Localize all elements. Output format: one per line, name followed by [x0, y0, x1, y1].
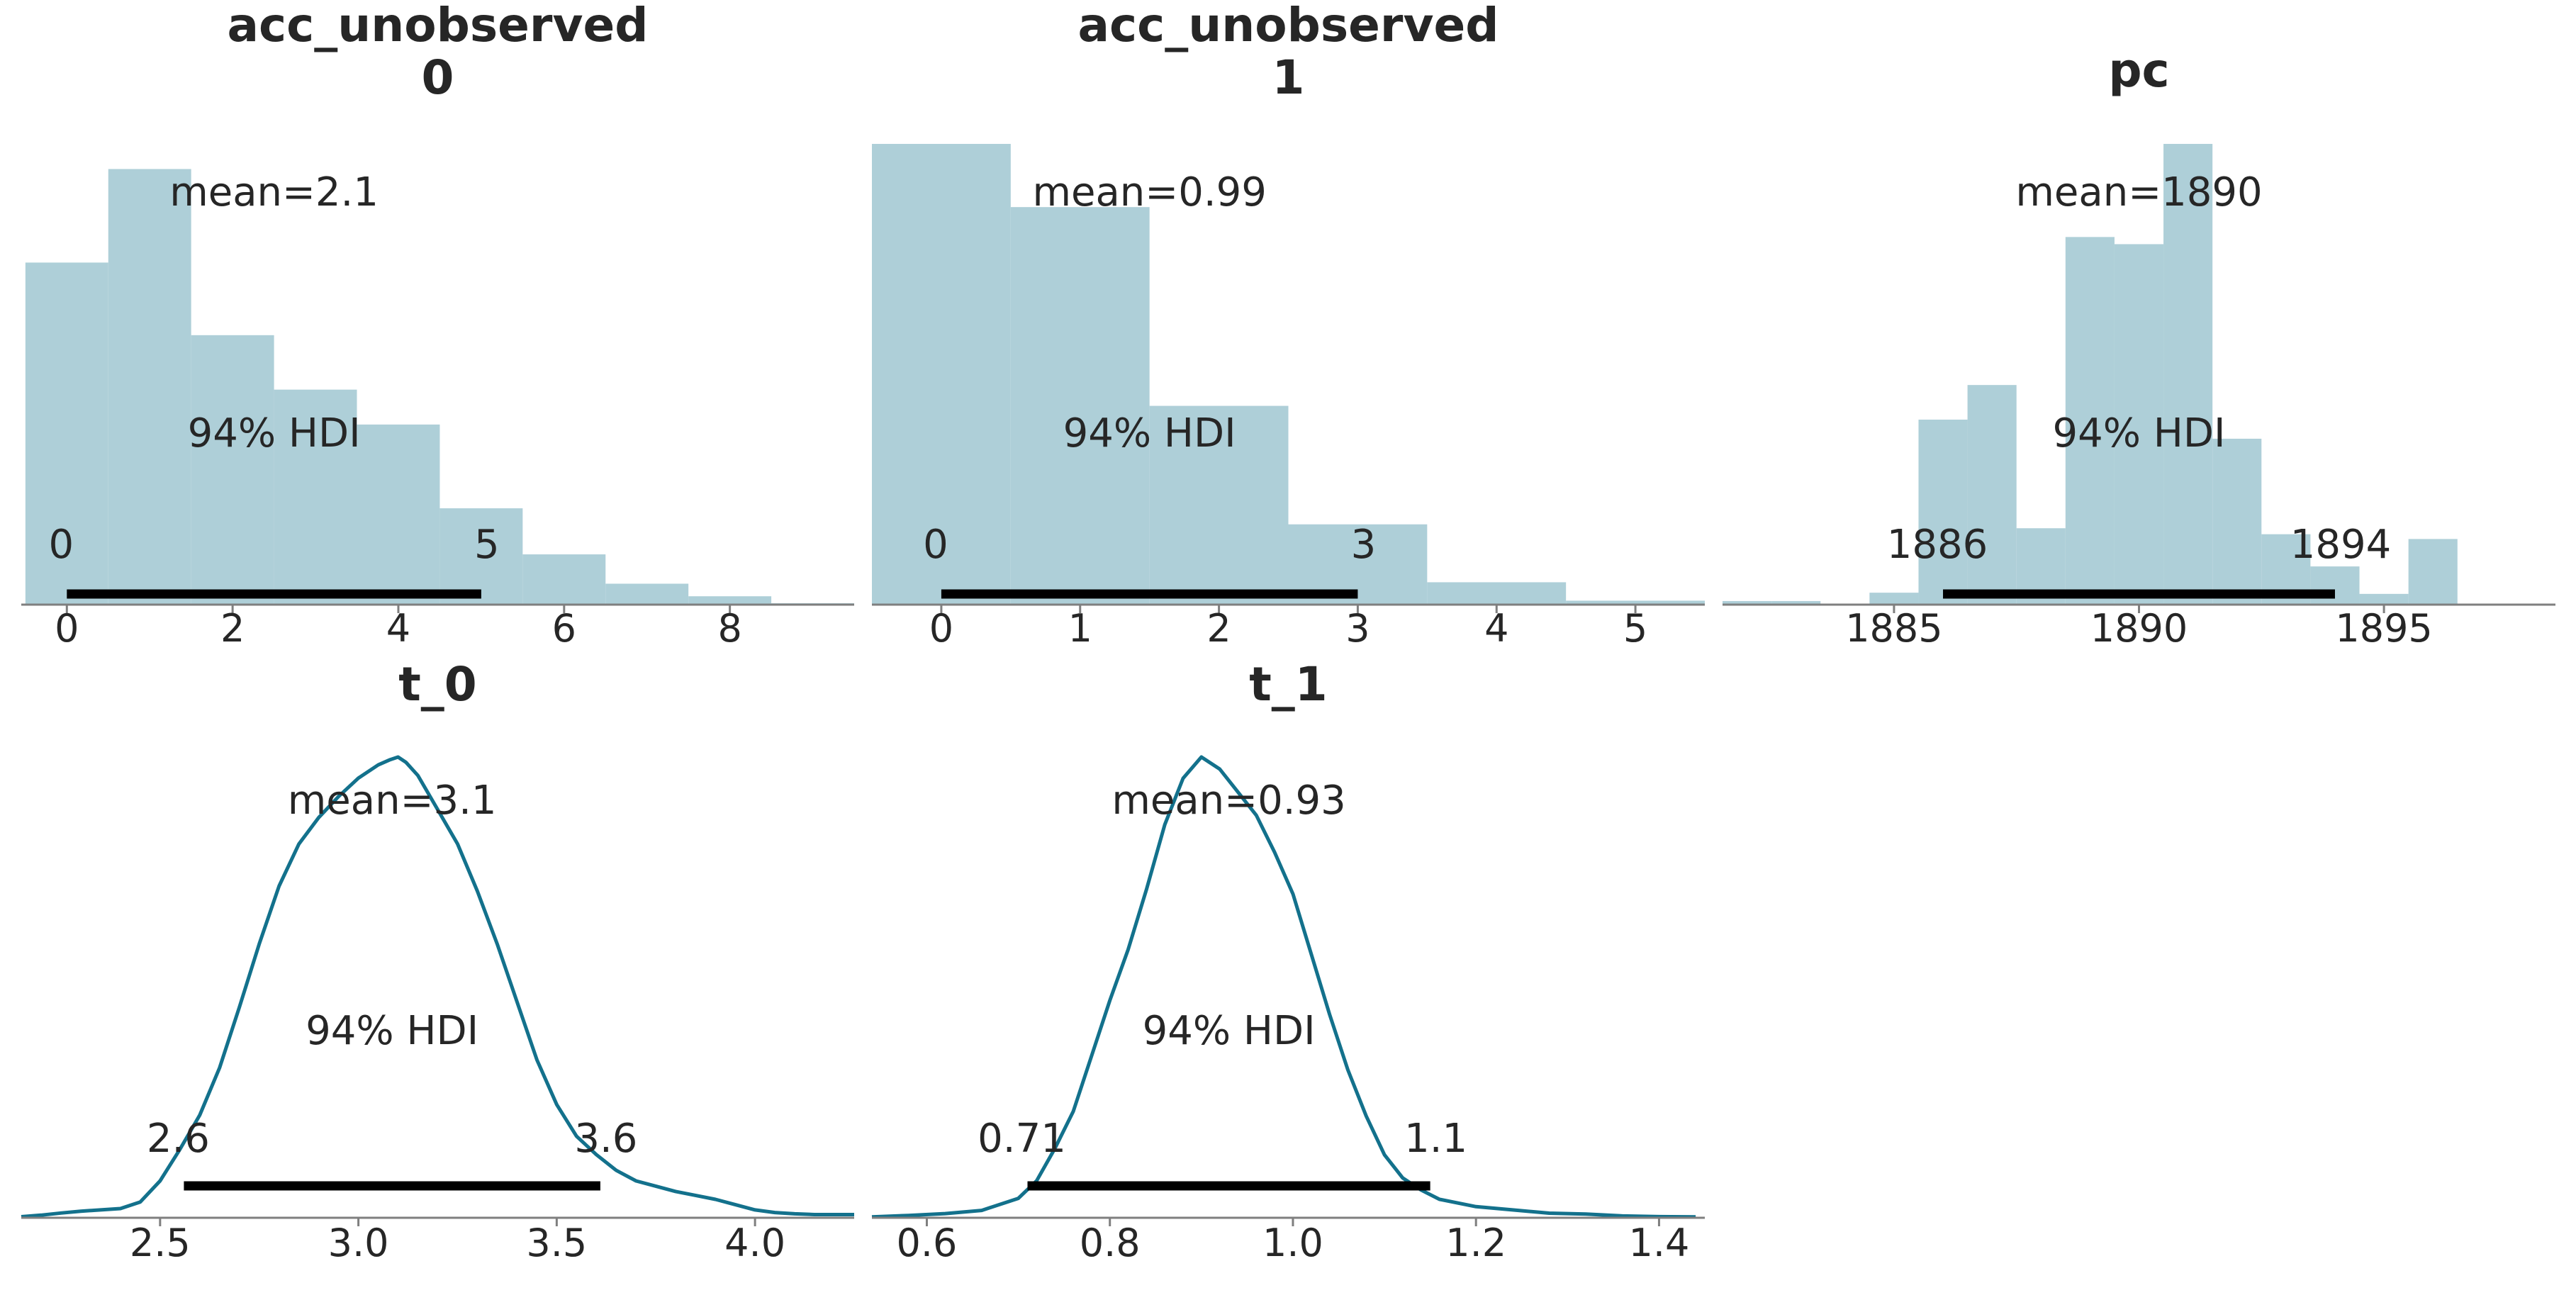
- histogram-bar: [522, 554, 606, 605]
- hdi-high-label: 1894: [2290, 522, 2392, 568]
- panel-2: pc 1885 1890 1895 1886 1894 94% HDI mean=1890: [1723, 43, 2555, 651]
- panel-title-line: acc_unobserved: [228, 0, 649, 52]
- histogram-bar: [1149, 405, 1289, 605]
- x-tick-label: 6: [552, 606, 576, 651]
- histogram-bar: [2408, 539, 2458, 605]
- hdi-low-label: 1886: [1887, 522, 1988, 568]
- x-tick-label: 1.0: [1262, 1221, 1323, 1265]
- histogram-bar: [274, 389, 357, 605]
- histogram-bar: [25, 262, 108, 605]
- x-tick-label: 5: [1623, 606, 1647, 651]
- mean-label: mean=0.99: [1032, 169, 1266, 215]
- kde-curve: [871, 755, 1696, 1219]
- histogram-bar: [2114, 244, 2164, 605]
- panel-title-line: 1: [1272, 50, 1305, 105]
- hdi-high-label: 3.6: [574, 1116, 637, 1162]
- x-tick-label: 0.8: [1080, 1221, 1141, 1265]
- histogram-bar: [1723, 600, 1772, 605]
- hdi-low-label: 0.71: [978, 1116, 1066, 1162]
- histogram-bar: [2212, 438, 2262, 605]
- hdi-label: 94% HDI: [1063, 410, 1236, 456]
- x-tick-label: 0: [929, 606, 953, 651]
- x-tick-label: 3.5: [526, 1221, 587, 1265]
- histogram-bar: [605, 583, 689, 605]
- mean-label: mean=3.1: [288, 778, 497, 824]
- hdi-label: 94% HDI: [2052, 410, 2225, 456]
- x-tick-label: 1890: [2090, 606, 2188, 651]
- panel-3: t_0 2.5 3.0 3.5 4.0 2.6 3.6 94% HDI mean=3.1: [21, 657, 854, 1265]
- histogram-bar: [1010, 207, 1150, 605]
- hdi-low-label: 2.6: [147, 1116, 210, 1162]
- histogram-bar: [108, 169, 191, 605]
- x-tick-label: 0.6: [897, 1221, 958, 1265]
- hdi-high-label: 3: [1351, 522, 1377, 568]
- panel-title-line: t_1: [1249, 657, 1327, 712]
- histogram-bar: [1967, 385, 2017, 605]
- hdi-label: 94% HDI: [188, 410, 361, 456]
- histogram-bar: [2310, 566, 2360, 605]
- histogram-bar: [688, 596, 772, 605]
- histogram-bar: [872, 144, 1011, 605]
- histogram-bar: [1869, 593, 1919, 605]
- histogram-bar: [1771, 600, 1821, 605]
- histogram-bar: [439, 508, 523, 605]
- x-tick-label: 4.0: [724, 1221, 785, 1265]
- histogram-bar: [1427, 582, 1567, 605]
- x-tick-label: 4: [386, 606, 410, 651]
- histogram-bar: [191, 335, 274, 605]
- hdi-high-label: 1.1: [1404, 1116, 1467, 1162]
- panel-4: t_1 0.6 0.8 1.0 1.2 1.4 0.71 1.1 94% HDI mean=0.9…: [871, 657, 1705, 1265]
- mean-label: mean=0.93: [1111, 778, 1345, 824]
- x-tick-label: 3: [1345, 606, 1370, 651]
- x-tick-label: 4: [1484, 606, 1508, 651]
- x-tick-label: 3.0: [328, 1221, 389, 1265]
- x-tick-label: 8: [717, 606, 741, 651]
- panel-title-line: pc: [2108, 43, 2169, 98]
- histogram-bar: [2359, 593, 2409, 605]
- x-tick-label: 2.5: [130, 1221, 191, 1265]
- panel-title-line: 0: [422, 50, 454, 105]
- x-tick-label: 1: [1068, 606, 1092, 651]
- hdi-low-label: 0: [48, 522, 74, 568]
- panel-title-line: t_0: [398, 657, 476, 712]
- kde-curve: [21, 755, 854, 1218]
- hdi-label: 94% HDI: [1143, 1008, 1316, 1054]
- hdi-label: 94% HDI: [306, 1008, 478, 1054]
- hdi-high-label: 5: [474, 522, 500, 568]
- x-tick-label: 1885: [1845, 606, 1942, 651]
- x-tick-label: 1.2: [1445, 1221, 1506, 1265]
- mean-label: mean=2.1: [169, 169, 379, 215]
- histogram-bar: [2163, 144, 2213, 605]
- histogram-bar: [357, 424, 440, 605]
- histogram-bar: [2065, 237, 2115, 605]
- x-tick-label: 1.4: [1628, 1221, 1689, 1265]
- x-tick-label: 1895: [2335, 606, 2432, 651]
- mean-label: mean=1890: [2015, 169, 2262, 215]
- histogram-bar: [1918, 419, 1968, 605]
- x-tick-label: 0: [55, 606, 79, 651]
- x-tick-label: 2: [220, 606, 245, 651]
- hdi-low-label: 0: [923, 522, 948, 568]
- panel-title-line: acc_unobserved: [1078, 0, 1499, 52]
- x-tick-label: 2: [1206, 606, 1231, 651]
- histogram-bar: [1566, 600, 1705, 605]
